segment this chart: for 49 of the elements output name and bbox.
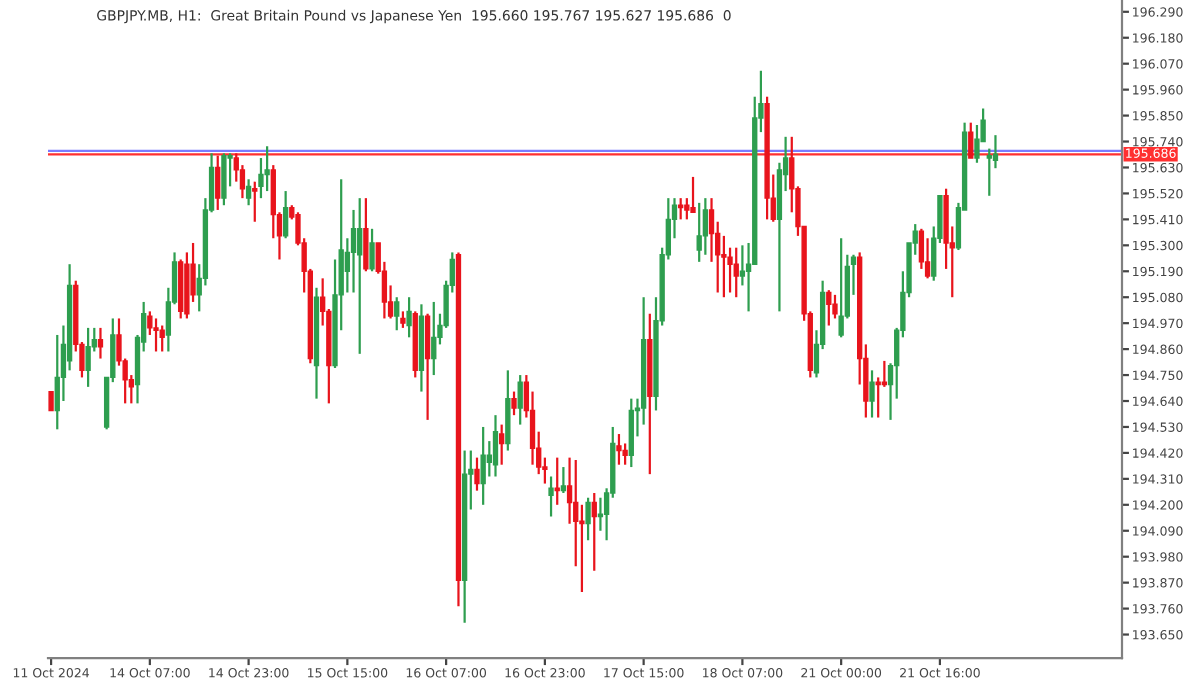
candlestick <box>424 312 431 421</box>
candlestick <box>696 201 702 263</box>
candlestick <box>616 432 622 466</box>
candlestick <box>85 326 91 388</box>
candlestick <box>369 227 375 273</box>
candlestick <box>97 326 104 360</box>
candlestick <box>357 197 363 355</box>
candlestick <box>560 465 567 495</box>
candlestick <box>48 390 54 412</box>
candlestick <box>974 123 980 164</box>
candlestick <box>591 491 597 572</box>
candlestick <box>838 237 844 339</box>
candlestick <box>215 154 221 212</box>
candlestick <box>622 442 628 466</box>
candlestick <box>875 376 881 419</box>
candlestick <box>548 475 554 518</box>
candlestick <box>221 152 227 207</box>
candlestick <box>585 496 591 542</box>
candlestick <box>492 414 499 478</box>
candlestick <box>733 246 739 299</box>
candlestick <box>968 121 974 160</box>
candlestick <box>832 293 838 320</box>
candlestick <box>406 296 412 339</box>
candlestick <box>474 456 480 492</box>
candlestick <box>499 423 505 466</box>
candlestick <box>350 208 357 294</box>
candlestick <box>986 147 992 197</box>
candlestick <box>159 324 165 353</box>
candlestick <box>881 359 888 388</box>
candlestick <box>282 189 289 240</box>
candlestick <box>252 180 258 223</box>
candlestick <box>826 289 832 327</box>
candlestick <box>431 300 437 377</box>
candlestick <box>245 178 252 207</box>
candlestick <box>918 227 925 271</box>
candlestick <box>517 373 523 426</box>
candlestick <box>153 317 159 353</box>
candlestick <box>505 369 511 452</box>
candlestick <box>480 425 486 506</box>
candlestick <box>264 145 270 193</box>
candlestick <box>511 390 517 417</box>
candlestick <box>363 197 369 273</box>
candlestick <box>628 397 634 469</box>
candlestick <box>702 197 709 256</box>
candlestick <box>394 296 400 332</box>
candlestick <box>869 369 875 419</box>
candlestick <box>924 237 931 280</box>
candlestick <box>690 175 696 214</box>
candlestick <box>54 333 60 431</box>
